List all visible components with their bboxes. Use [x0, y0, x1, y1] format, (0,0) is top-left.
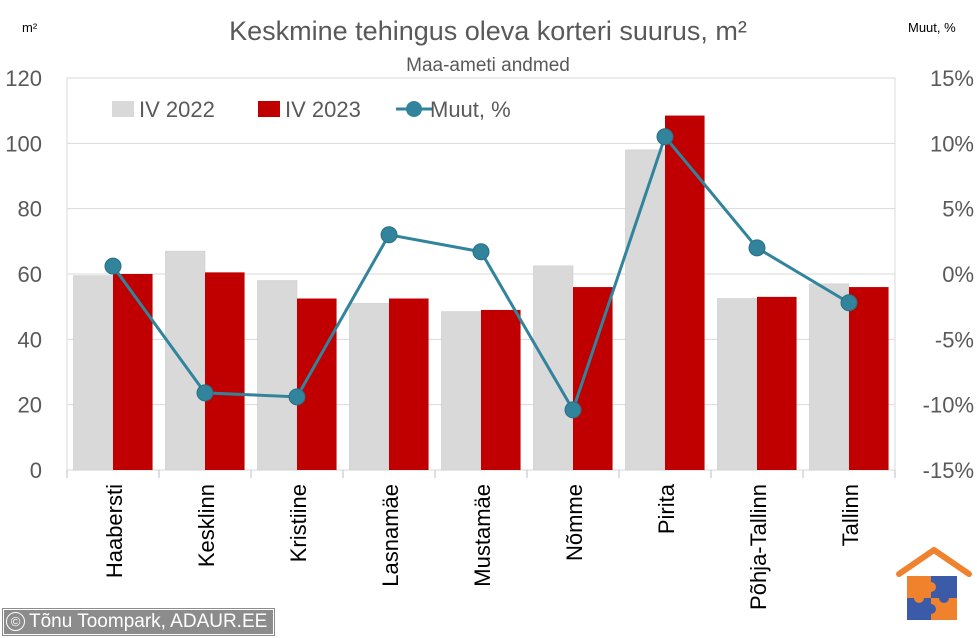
- legend: IV 2022 IV 2023 Muut, %: [95, 88, 535, 128]
- x-tick-label: Pirita: [654, 483, 679, 534]
- y2-tick-label: -5%: [935, 327, 974, 352]
- y-tick-label: 80: [18, 197, 42, 222]
- copyright-credit: © Tõnu Toompark, ADAUR.EE: [1, 608, 276, 636]
- x-tick-label: Mustamäe: [470, 484, 495, 587]
- change-point-7: [748, 239, 766, 257]
- change-point-3: [380, 226, 398, 244]
- legend-label: Muut, %: [430, 97, 511, 122]
- change-point-5: [564, 401, 582, 419]
- bar-iv-2022-0: [73, 275, 114, 471]
- bar-iv-2023-5: [573, 287, 613, 470]
- titles: Keskmine tehingus oleva korteri suurus, …: [22, 16, 956, 76]
- copyright-icon: ©: [6, 612, 25, 631]
- legend-background: [95, 88, 535, 128]
- bar-iv-2023-6: [665, 115, 705, 471]
- y-tick-label: 100: [5, 131, 42, 156]
- x-tick-label: Nõmme: [562, 484, 587, 561]
- change-point-6: [656, 128, 674, 146]
- legend-label: IV 2022: [139, 97, 215, 122]
- bar-iv-2022-6: [625, 149, 666, 471]
- y-tick-label: 40: [18, 327, 42, 352]
- change-line: [104, 128, 858, 419]
- bar-iv-2022-5: [533, 265, 574, 471]
- y-tick-label: 20: [18, 393, 42, 418]
- bar-iv-2023-8: [849, 287, 889, 470]
- x-tick-label: Tallinn: [838, 484, 863, 546]
- house-puzzle-logo: [896, 547, 972, 620]
- x-tick-label: Põhja-Tallinn: [746, 484, 771, 610]
- bar-iv-2022-8: [809, 283, 850, 471]
- bar-iv-2022-3: [349, 303, 390, 471]
- legend-marker: [406, 101, 422, 117]
- bar-iv-2023-4: [481, 309, 521, 470]
- bar-iv-2023-7: [757, 296, 797, 470]
- axes: 0 20 40 60 80 100 120 -15% -10% -5% 0% 5% 10% 15% Haab…: [5, 66, 974, 610]
- change-point-2: [288, 388, 306, 406]
- bar-iv-2022-7: [717, 298, 758, 471]
- change-point-1: [196, 384, 214, 402]
- chart-subtitle: Maa-ameti andmed: [406, 55, 570, 76]
- y2-tick-label: 0%: [942, 262, 974, 287]
- y2-tick-label: 15%: [930, 66, 974, 91]
- bar-iv-2022-1: [165, 250, 206, 471]
- x-tick-label: Lasnamäe: [378, 484, 403, 587]
- change-point-0: [104, 257, 122, 275]
- x-tick-label: Haabersti: [102, 484, 127, 578]
- change-point-8: [840, 294, 858, 312]
- chart-title: Keskmine tehingus oleva korteri suurus, …: [229, 16, 747, 46]
- legend-label: IV 2023: [285, 97, 361, 122]
- y2-tick-label: -15%: [923, 458, 974, 483]
- change-point-4: [472, 243, 490, 261]
- legend-swatch: [112, 101, 134, 117]
- bar-iv-2022-2: [257, 280, 298, 471]
- y2-tick-label: -10%: [923, 393, 974, 418]
- y-tick-label: 0: [30, 458, 42, 483]
- y-tick-label: 60: [18, 262, 42, 287]
- bar-iv-2023-3: [389, 298, 429, 470]
- left-axis-unit: m²: [22, 20, 38, 35]
- bars: [73, 115, 889, 471]
- bar-iv-2022-4: [441, 311, 482, 471]
- x-tick-label: Kesklinn: [194, 484, 219, 567]
- bar-iv-2023-0: [113, 274, 153, 470]
- right-axis-unit: Muut, %: [908, 20, 956, 35]
- bar-iv-2023-1: [205, 272, 245, 470]
- x-tick-label: Kristiine: [286, 484, 311, 562]
- credit-text: Tõnu Toompark, ADAUR.EE: [29, 611, 268, 632]
- y2-tick-label: 10%: [930, 131, 974, 156]
- y2-tick-label: 5%: [942, 197, 974, 222]
- legend-swatch: [258, 101, 280, 117]
- y-tick-label: 120: [5, 66, 42, 91]
